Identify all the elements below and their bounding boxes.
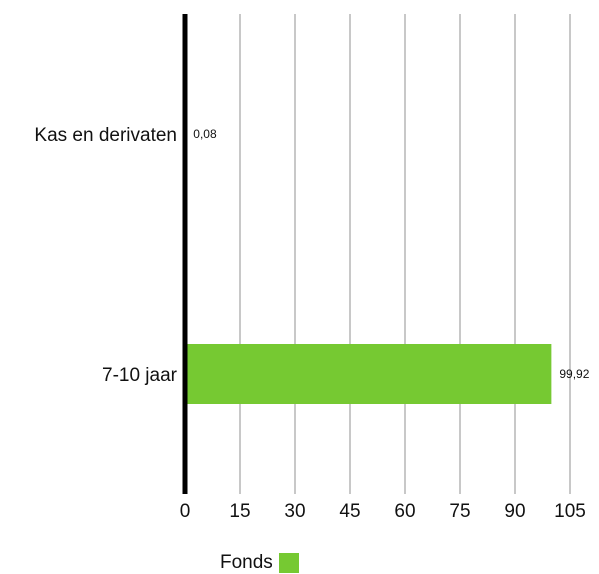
data-label: 0,08	[193, 127, 217, 141]
bars	[185, 104, 552, 404]
gridlines	[239, 14, 571, 494]
legend: Fonds	[220, 552, 299, 574]
x-tick-label: 30	[284, 501, 305, 522]
x-tick-label: 75	[449, 501, 470, 522]
x-tick-label: 0	[180, 501, 191, 522]
x-tick-label: 105	[554, 501, 586, 522]
data-label: 99,92	[559, 367, 589, 381]
legend-label: Fonds	[220, 552, 273, 573]
x-tick-label: 15	[229, 501, 250, 522]
x-tick-label: 60	[394, 501, 415, 522]
category-label: 7-10 jaar	[102, 365, 178, 386]
bar	[185, 344, 552, 404]
labels: 0 15 30 45 60 75 90 105 0,08 Kas en derivaten 99,9…	[34, 125, 589, 522]
category-label: Kas en derivaten	[34, 125, 177, 146]
x-tick-label: 90	[504, 501, 525, 522]
x-tick-label: 45	[339, 501, 360, 522]
legend-swatch	[278, 553, 299, 573]
